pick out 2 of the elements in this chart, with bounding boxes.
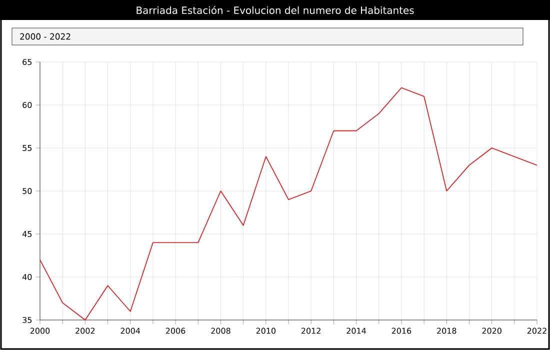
chart-title: Barriada Estación - Evolucion del numero de Habitantes [136,6,414,14]
chart-subtitle: 2000 - 2022 [20,33,70,40]
